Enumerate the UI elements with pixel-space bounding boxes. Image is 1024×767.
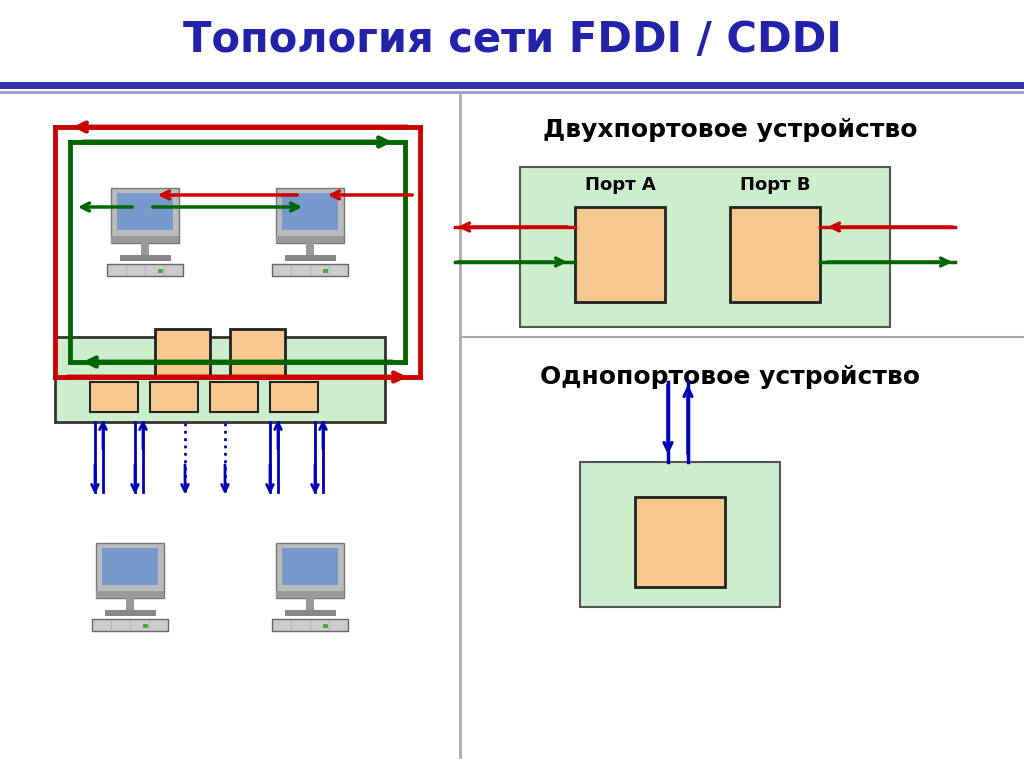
Bar bbox=[155, 329, 210, 377]
Bar bbox=[323, 269, 328, 272]
Bar bbox=[102, 548, 158, 585]
Bar bbox=[730, 207, 820, 302]
Bar bbox=[306, 597, 314, 610]
Text: Топология сети FDDI / CDDI: Топология сети FDDI / CDDI bbox=[182, 19, 842, 61]
Bar bbox=[140, 242, 150, 255]
Text: Порт А: Порт А bbox=[585, 176, 655, 194]
Bar bbox=[111, 236, 179, 242]
Bar bbox=[520, 167, 890, 327]
Bar bbox=[635, 497, 725, 587]
Bar bbox=[276, 187, 344, 242]
Bar bbox=[117, 193, 173, 230]
Bar bbox=[276, 236, 344, 242]
Bar bbox=[230, 329, 285, 377]
Bar bbox=[106, 264, 183, 276]
Bar bbox=[111, 187, 179, 242]
Bar bbox=[96, 591, 164, 597]
Bar bbox=[276, 591, 344, 597]
Text: Двухпортовое устройство: Двухпортовое устройство bbox=[543, 118, 918, 142]
Bar bbox=[120, 255, 171, 262]
Bar bbox=[92, 619, 168, 631]
Bar bbox=[285, 610, 336, 617]
Bar bbox=[210, 382, 258, 412]
Bar bbox=[306, 242, 314, 255]
Bar bbox=[282, 193, 338, 230]
Bar bbox=[90, 382, 138, 412]
Bar bbox=[282, 548, 338, 585]
Bar bbox=[150, 382, 198, 412]
Bar bbox=[276, 542, 344, 597]
Text: Порт В: Порт В bbox=[739, 176, 810, 194]
Bar bbox=[96, 542, 164, 597]
Bar bbox=[104, 610, 156, 617]
Bar bbox=[126, 597, 134, 610]
Bar bbox=[323, 624, 328, 627]
Bar bbox=[580, 462, 780, 607]
Bar bbox=[271, 619, 348, 631]
Bar bbox=[271, 264, 348, 276]
Bar bbox=[575, 207, 665, 302]
Bar bbox=[142, 624, 147, 627]
Bar bbox=[270, 382, 318, 412]
Bar bbox=[285, 255, 336, 262]
Bar bbox=[158, 269, 163, 272]
Bar bbox=[55, 337, 385, 422]
Text: Однопортовое устройство: Однопортовое устройство bbox=[540, 365, 920, 389]
